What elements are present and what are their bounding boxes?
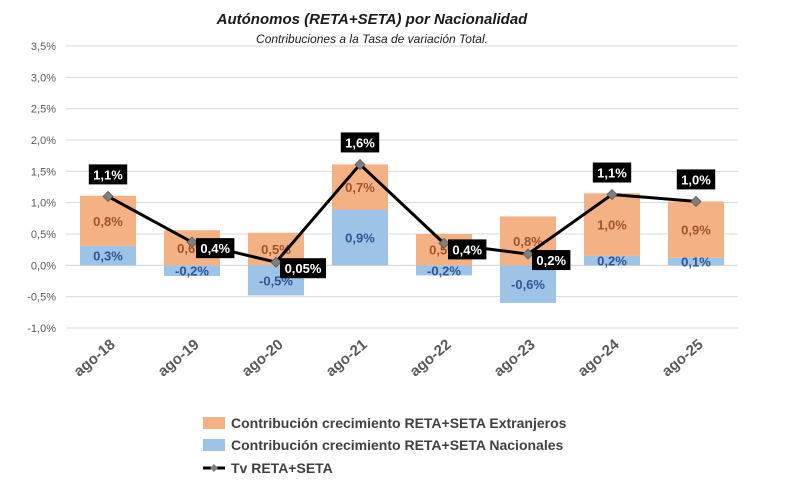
data-label-extranjeros: 0,8% (93, 214, 123, 229)
data-label-nacionales: -0,2% (427, 263, 461, 278)
line-point (690, 195, 702, 207)
total-label-text: 1,0% (681, 172, 711, 187)
line-point (270, 256, 282, 268)
data-label-nacionales: 0,1% (681, 255, 711, 270)
total-label-text: 1,1% (597, 166, 627, 181)
legend-marker-tv (210, 464, 218, 472)
data-label-nacionales: 0,9% (345, 230, 375, 245)
chart-title: Autónomos (RETA+SETA) por Nacionalidad (216, 11, 529, 28)
total-label: 0,2% (532, 250, 571, 271)
x-tick-label: ago-20 (239, 336, 287, 380)
total-label-text: 1,6% (345, 135, 375, 150)
total-label-text: 0,4% (452, 242, 482, 257)
line-point (186, 236, 198, 248)
total-label-box (280, 258, 326, 279)
legend-label-nacionales: Contribución crecimiento RETA+SETA Nacio… (231, 437, 564, 453)
total-label-text: 0,05% (285, 261, 322, 276)
x-tick-label: ago-21 (323, 336, 371, 380)
legend-label-tv: Tv RETA+SETA (231, 460, 333, 476)
y-tick-label: 1,0% (31, 198, 56, 210)
x-tick-label: ago-22 (407, 336, 455, 380)
data-label-nacionales: -0,6% (511, 277, 545, 292)
line-point (438, 237, 450, 249)
total-label-box (196, 238, 235, 259)
total-label: 1,0% (676, 169, 716, 190)
legend-swatch-nacionales (203, 439, 225, 451)
bar-extranjeros (668, 201, 724, 258)
bar-extranjeros (80, 195, 136, 246)
legend-label-extranjeros: Contribución crecimiento RETA+SETA Extra… (231, 415, 567, 431)
total-label-text: 1,1% (93, 167, 123, 182)
total-label-box (88, 164, 128, 185)
data-label-extranjeros: 0,8% (513, 234, 543, 249)
line-point (102, 190, 114, 202)
data-label-nacionales: 0,3% (93, 249, 123, 264)
y-axis-ticks: 3,5% 3,0% 2,5% 2,0% 1,5% 1,0% 0,5% 0,0% -0,5% -1,… (27, 41, 56, 335)
x-tick-label: ago-25 (659, 336, 707, 380)
line-point (354, 158, 366, 171)
data-label-extranjeros: 0,9% (681, 223, 711, 238)
y-tick-label: 0,0% (31, 260, 56, 272)
total-label-text: 0,4% (200, 241, 230, 256)
x-tick-label: ago-19 (155, 336, 203, 380)
total-label-box (676, 169, 716, 190)
y-tick-label: 2,5% (31, 104, 56, 116)
x-tick-label: ago-18 (71, 336, 119, 380)
bar-nacionales (668, 257, 724, 266)
bar-nacionales (164, 265, 220, 276)
total-label-box (448, 239, 487, 260)
bar-nacionales (500, 265, 556, 303)
bar-nacionales (80, 245, 136, 266)
data-label-nacionales: -0,2% (175, 264, 209, 279)
bar-extranjeros (584, 193, 640, 256)
y-tick-label: 0,5% (31, 229, 56, 241)
y-tick-label: 1,5% (31, 166, 56, 178)
total-data-labels: 1,1% 0,4% 0,05% 1,6% 0,4% 0,2% 1,1% 1,0% (88, 132, 716, 279)
data-label-extranjeros: 0,7% (345, 180, 375, 195)
y-tick-label: 3,0% (31, 72, 56, 84)
x-axis-ticks: ago-18 ago-19 ago-20 ago-21 ago-22 ago-23 ago-… (71, 336, 707, 381)
total-label-box (592, 162, 632, 183)
bars (80, 164, 724, 303)
bar-nacionales (584, 255, 640, 266)
total-label: 0,4% (448, 239, 487, 260)
legend: Contribución crecimiento RETA+SETA Extra… (203, 415, 567, 476)
total-label: 1,1% (592, 162, 632, 183)
total-label: 1,6% (340, 132, 380, 153)
total-label-text: 0,2% (536, 253, 566, 268)
total-label-box (532, 250, 571, 271)
chart-subtitle: Contribuciones a la Tasa de variación To… (256, 32, 488, 46)
total-label-box (340, 132, 380, 153)
bar-nacionales (332, 209, 388, 266)
y-tick-label: 2,0% (31, 135, 56, 147)
total-label: 0,4% (196, 238, 235, 259)
x-tick-label: ago-24 (575, 336, 623, 381)
legend-swatch-extranjeros (203, 417, 225, 429)
y-tick-label: -0,5% (27, 292, 56, 304)
line-point (606, 188, 618, 201)
y-tick-label: 3,5% (31, 41, 56, 53)
bar-nacionales (416, 265, 472, 276)
line-point (522, 248, 534, 260)
gridlines (66, 45, 738, 329)
y-tick-label: -1,0% (27, 323, 56, 335)
x-tick-label: ago-23 (491, 336, 539, 380)
data-label-extranjeros: 1,0% (597, 218, 627, 233)
total-label: 0,05% (280, 258, 326, 279)
bar-data-labels: 0,3%0,8%-0,2%0,6%-0,5%0,5%0,9%0,7%-0,2%0… (93, 180, 711, 292)
total-label: 1,1% (88, 164, 128, 185)
data-label-nacionales: 0,2% (597, 254, 627, 269)
